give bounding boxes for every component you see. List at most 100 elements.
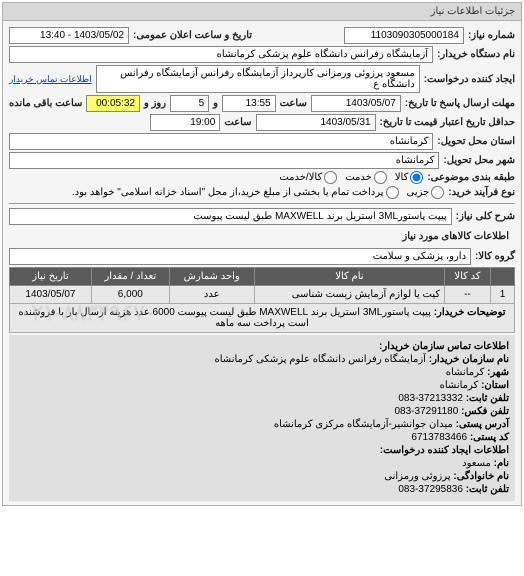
row-paytype: نوع فرآیند خرید: جزیی پرداخت تمام یا بخش… (9, 186, 515, 199)
v-city: کرمانشاه (446, 367, 485, 378)
field-buyer-org: آزمایشگاه رفرانس دانشگاه علوم پزشکی کرما… (9, 46, 433, 63)
label-category: طبقه بندی موضوعی: (427, 172, 515, 183)
field-group: دارو، پزشکی و سلامت (9, 248, 471, 265)
radio-khedmat-text: خدمت (345, 172, 372, 183)
label-deadline-time: ساعت (280, 98, 307, 109)
radio-kala-label[interactable]: کالا (395, 171, 424, 184)
radio-tamam-text: پرداخت تمام یا بخشی از مبلغ خرید،از محل … (72, 187, 384, 198)
k-name: نام: (494, 458, 509, 469)
details-panel: جزئیات اطلاعات نیاز شماره نیاز: 11030903… (2, 2, 522, 506)
v-phone2: 37295836-083 (398, 484, 463, 495)
label-group: گروه کالا: (475, 251, 515, 262)
radio-kala-text: کالا (395, 172, 409, 183)
k-province: استان: (481, 380, 509, 391)
label-req-no: شماره نیاز: (468, 30, 515, 41)
field-remain: 00:05:32 (86, 95, 140, 112)
cell-unit: عدد (169, 286, 254, 304)
cell-date: 1403/05/07 (10, 286, 92, 304)
v-family: پرزوئی ورمزانی (384, 471, 450, 482)
row-req-title: شرح کلی نیاز: پیپت پاستور3ML استریل برند… (9, 208, 515, 225)
field-creator: مسعود پرزوئی ورمزانی کارپرداز آزمایشگاه … (96, 65, 420, 93)
category-radio-group: کالا خدمت کالا/خدمت (279, 171, 423, 184)
cell-code: -- (445, 286, 491, 304)
k-city: شهر: (487, 367, 509, 378)
row-province: استان محل تحویل: کرمانشاه (9, 133, 515, 150)
v-postcode: 6713783466 (411, 432, 467, 443)
label-paytype: نوع فرآیند خرید: (448, 187, 515, 198)
label-city: شهر محل تحویل: (443, 155, 515, 166)
panel-title: جزئیات اطلاعات نیاز (3, 3, 521, 21)
radio-tamam-label[interactable]: پرداخت تمام یا بخشی از مبلغ خرید،از محل … (72, 186, 399, 199)
radio-joz-text: جزیی (407, 187, 430, 198)
field-validity-date: 1403/05/31 (256, 114, 376, 131)
k-phone2: تلفن ثابت: (466, 484, 509, 495)
radio-kala[interactable] (410, 171, 423, 184)
label-req-title: شرح کلی نیاز: (456, 211, 515, 222)
v-fax: 37291180-083 (395, 406, 459, 417)
separator (9, 203, 515, 204)
radio-both-text: کالا/خدمت (279, 172, 322, 183)
cell-idx: 1 (491, 286, 515, 304)
radio-joz-label[interactable]: جزیی (407, 186, 445, 199)
row-buyer-org: نام دستگاه خریدار: آزمایشگاه رفرانس دانش… (9, 46, 515, 63)
row-creator: ایجاد کننده درخواست: مسعود پرزوئی ورمزان… (9, 65, 515, 93)
link-buyer-contact[interactable]: اطلاعات تماس خریدار (9, 74, 92, 85)
th-code: کد کالا (445, 268, 491, 286)
label-announce: تاریخ و ساعت اعلان عمومی: (133, 30, 252, 41)
k-org: نام سازمان خریدار: (429, 354, 509, 365)
label-deadline: مهلت ارسال پاسخ تا تاریخ: (405, 98, 515, 109)
k-postcode: کد پستی: (470, 432, 509, 443)
row-deadline: مهلت ارسال پاسخ تا تاریخ: 1403/05/07 ساع… (9, 95, 515, 112)
th-qty: تعداد / مقدار (91, 268, 169, 286)
field-province: کرمانشاه (9, 133, 433, 150)
label-validity: حداقل تاریخ اعتبار قیمت تا تاریخ: (380, 117, 515, 128)
radio-tamam[interactable] (386, 186, 399, 199)
items-section-title: اطلاعات کالاهای مورد نیاز (9, 227, 515, 246)
k-fax: تلفن فکس: (461, 406, 509, 417)
k-phone: تلفن ثابت: (466, 393, 509, 404)
th-date: تاریخ نیاز (10, 268, 92, 286)
v-province: کرمانشاه (440, 380, 479, 391)
radio-both[interactable] (324, 171, 337, 184)
field-deadline-date: 1403/05/07 (311, 95, 401, 112)
row-req-no: شماره نیاز: 1103090305000184 تاریخ و ساع… (9, 27, 515, 44)
label-validity-time: ساعت (224, 117, 251, 128)
field-announce: 1403/05/02 - 13:40 (9, 27, 129, 44)
v-phone: 37213332-083 (398, 393, 463, 404)
label-and: و (213, 98, 218, 109)
contact-title: اطلاعات تماس سازمان خریدار: (379, 341, 509, 352)
contact-section: اطلاعات تماس سازمان خریدار: نام سازمان خ… (9, 335, 515, 501)
k-postaddr: آدرس پستی: (456, 419, 509, 430)
cell-desc: ۰۲۱-۸۸۳۴۹۶۷۰ توضیحات خریدار: پیپت پاستور… (10, 304, 515, 333)
field-deadline-time: 13:55 (222, 95, 276, 112)
field-req-title: پیپت پاستور3ML استریل برند MAXWELL طبق ل… (9, 208, 452, 225)
th-idx (491, 268, 515, 286)
row-validity: حداقل تاریخ اعتبار قیمت تا تاریخ: 1403/0… (9, 114, 515, 131)
cell-name: کیت یا لوازم آزمایش زیست شناسی (254, 286, 444, 304)
field-validity-time: 19:00 (150, 114, 220, 131)
row-group: گروه کالا: دارو، پزشکی و سلامت (9, 248, 515, 265)
row-category: طبقه بندی موضوعی: کالا خدمت کالا/خدمت (9, 171, 515, 184)
paytype-radio-group: جزیی پرداخت تمام یا بخشی از مبلغ خرید،از… (72, 186, 444, 199)
field-days: 5 (170, 95, 209, 112)
label-days: روز و (144, 98, 166, 109)
radio-both-label[interactable]: کالا/خدمت (279, 171, 337, 184)
th-unit: واحد شمارش (169, 268, 254, 286)
desc-label: توضیحات خریدار: (434, 307, 506, 318)
radio-khedmat-label[interactable]: خدمت (345, 171, 387, 184)
table-header-row: کد کالا نام کالا واحد شمارش تعداد / مقدا… (10, 268, 515, 286)
table-desc-row: ۰۲۱-۸۸۳۴۹۶۷۰ توضیحات خریدار: پیپت پاستور… (10, 304, 515, 333)
radio-khedmat[interactable] (374, 171, 387, 184)
v-postaddr: میدان جوانشیر-آزمایشگاه مرکزی کرمانشاه (274, 419, 453, 430)
v-org: آزمایشگاه رفرانس دانشگاه علوم پزشکی کرما… (215, 354, 426, 365)
v-name: مسعود (462, 458, 491, 469)
cell-qty: 6,000 (91, 286, 169, 304)
row-city: شهر محل تحویل: کرمانشاه (9, 152, 515, 169)
label-province: استان محل تحویل: (437, 136, 515, 147)
creator-title: اطلاعات ایجاد کننده درخواست: (380, 445, 509, 456)
desc-value: پیپت پاستور3ML استریل برند MAXWELL طبق ل… (18, 307, 430, 329)
items-table: کد کالا نام کالا واحد شمارش تعداد / مقدا… (9, 267, 515, 333)
table-row: 1 -- کیت یا لوازم آزمایش زیست شناسی عدد … (10, 286, 515, 304)
form-body: شماره نیاز: 1103090305000184 تاریخ و ساع… (3, 21, 521, 505)
radio-joz[interactable] (431, 186, 444, 199)
